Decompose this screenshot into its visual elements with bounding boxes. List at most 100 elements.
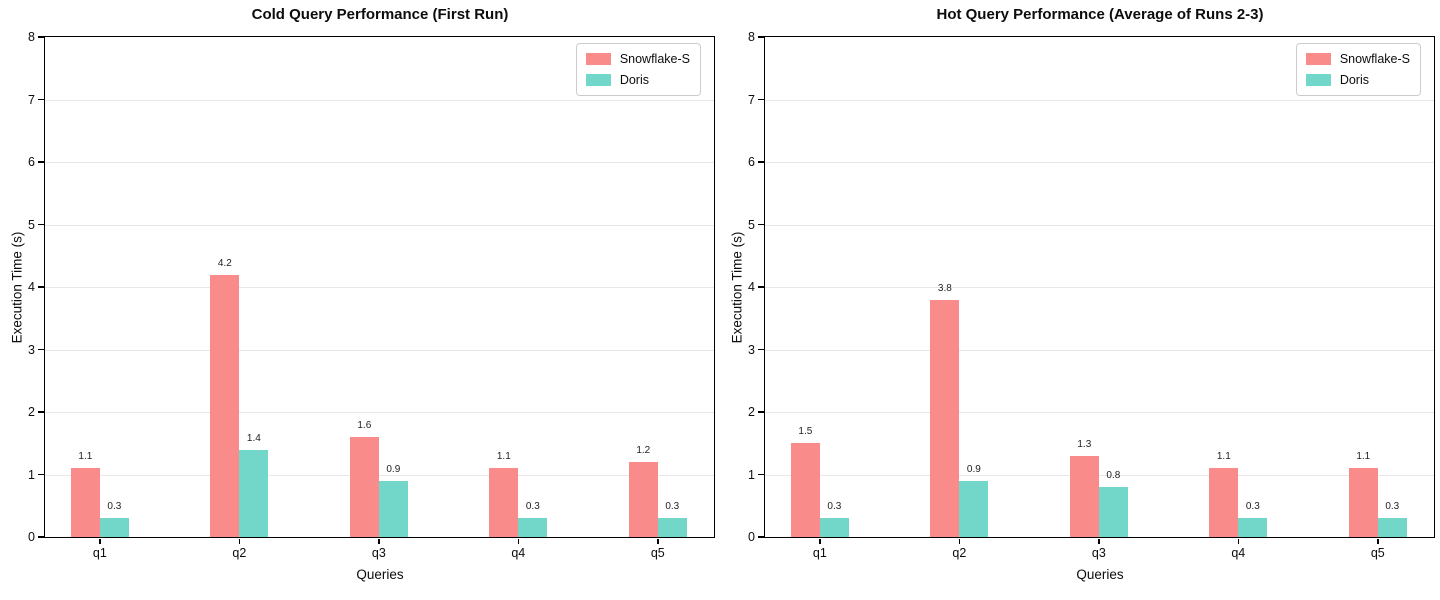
y-tick-label-7: 7 bbox=[748, 92, 755, 107]
y-tick-label-3: 3 bbox=[748, 342, 755, 357]
y-tick-label-5: 5 bbox=[28, 217, 35, 232]
x-tick-label-q1: q1 bbox=[92, 546, 107, 560]
bar-q3-snowflake-s bbox=[349, 437, 379, 537]
legend-swatch-doris bbox=[1305, 74, 1331, 86]
y-tick-mark-0 bbox=[757, 536, 764, 538]
y-tick-mark-0 bbox=[37, 536, 44, 538]
bar-q2-snowflake-s bbox=[210, 274, 240, 537]
bar-value-q2-doris: 1.4 bbox=[246, 432, 261, 444]
y-tick-label-1: 1 bbox=[748, 467, 755, 482]
x-tick-mark-q5 bbox=[1377, 538, 1379, 544]
bar-value-q3-doris: 0.8 bbox=[1106, 470, 1121, 481]
y-tick-label-2: 2 bbox=[28, 405, 35, 419]
y-tick-mark-1 bbox=[757, 473, 764, 476]
legend: Snowflake-S Doris bbox=[1295, 43, 1421, 96]
gridline-y1 bbox=[765, 474, 1434, 476]
y-tick-mark-6 bbox=[37, 161, 44, 163]
gridline-y3 bbox=[45, 349, 714, 351]
legend: Snowflake-S Doris bbox=[575, 43, 701, 96]
y-tick-mark-3 bbox=[757, 348, 764, 351]
x-axis-label: Queries bbox=[1076, 567, 1124, 582]
bar-value-q3-snowflake-s: 1.6 bbox=[357, 420, 372, 431]
y-tick-mark-8 bbox=[37, 36, 44, 38]
bar-q1-doris bbox=[99, 518, 129, 537]
x-tick-label-q4: q4 bbox=[511, 546, 526, 560]
chart-title: Cold Query Performance (First Run) bbox=[251, 6, 509, 23]
bar-q5-doris bbox=[657, 518, 687, 537]
y-tick-label-0: 0 bbox=[748, 530, 755, 544]
x-tick-mark-q1 bbox=[819, 538, 821, 544]
x-tick-label-q3: q3 bbox=[1091, 546, 1106, 560]
x-tick-mark-q4 bbox=[517, 538, 520, 544]
y-tick-label-0: 0 bbox=[28, 530, 35, 544]
x-tick-mark-q2 bbox=[958, 538, 961, 544]
legend-entry-snowflake-s: Snowflake-S bbox=[1305, 52, 1410, 66]
x-tick-mark-q3 bbox=[378, 538, 380, 544]
y-tick-mark-7 bbox=[37, 98, 44, 101]
y-tick-mark-4 bbox=[757, 286, 764, 288]
bar-value-q2-doris: 0.9 bbox=[966, 463, 981, 475]
x-tick-label-q5: q5 bbox=[650, 546, 665, 560]
x-tick-mark-q4 bbox=[1237, 538, 1240, 544]
plot-area: 0 1 2 3 4 5 6 7 8 1.5 0.3 q1 3.8 0.9 q2 1.3 0.8 q3 1.1 0.3 q… bbox=[748, 30, 1435, 560]
y-tick-label-8: 8 bbox=[28, 30, 35, 44]
y-tick-label-7: 7 bbox=[28, 92, 35, 107]
bar-value-q1-snowflake-s: 1.5 bbox=[798, 426, 813, 438]
y-tick-mark-5 bbox=[757, 223, 764, 226]
x-tick-label-q5: q5 bbox=[1370, 546, 1385, 560]
legend-swatch-snowflake-s bbox=[1305, 53, 1331, 65]
bar-q1-snowflake-s bbox=[70, 468, 100, 537]
gridline-y7 bbox=[45, 99, 714, 101]
x-axis-label: Queries bbox=[356, 567, 404, 582]
y-tick-label-6: 6 bbox=[748, 155, 755, 169]
legend-entry-doris: Doris bbox=[585, 73, 690, 87]
bar-value-q3-doris: 0.9 bbox=[386, 463, 401, 475]
bar-q1-doris bbox=[819, 518, 849, 537]
y-tick-mark-5 bbox=[37, 223, 44, 226]
y-tick-mark-8 bbox=[757, 36, 764, 38]
gridline-y5 bbox=[765, 224, 1434, 226]
bar-value-q1-doris: 0.3 bbox=[107, 501, 122, 513]
plot-area: 0 1 2 3 4 5 6 7 8 1.1 0.3 q1 4.2 1.4 q2 1.6 0.9 q3 1.1 0.3 q… bbox=[28, 30, 715, 560]
y-tick-label-1: 1 bbox=[28, 467, 35, 482]
bar-value-q4-snowflake-s: 1.1 bbox=[496, 451, 511, 463]
y-tick-label-6: 6 bbox=[28, 155, 35, 169]
bar-q3-snowflake-s bbox=[1069, 455, 1099, 537]
x-tick-mark-q5 bbox=[657, 538, 659, 544]
bar-q3-doris bbox=[1098, 487, 1128, 537]
chart-panel-hot: Hot Query Performance (Average of Runs 2… bbox=[720, 0, 1440, 600]
bar-q3-doris bbox=[378, 480, 408, 537]
legend-entry-snowflake-s: Snowflake-S bbox=[585, 52, 690, 66]
y-tick-label-8: 8 bbox=[748, 30, 755, 44]
y-tick-mark-4 bbox=[37, 286, 44, 288]
x-tick-mark-q1 bbox=[99, 538, 101, 544]
x-tick-label-q4: q4 bbox=[1231, 546, 1246, 560]
bar-value-q2-snowflake-s: 3.8 bbox=[937, 282, 952, 294]
bar-value-q5-doris: 0.3 bbox=[1385, 501, 1400, 513]
y-tick-label-5: 5 bbox=[748, 217, 755, 232]
y-tick-label-3: 3 bbox=[28, 342, 35, 357]
gridline-y1 bbox=[45, 474, 714, 476]
bar-q5-doris bbox=[1377, 518, 1407, 537]
chart-title: Hot Query Performance (Average of Runs 2… bbox=[936, 6, 1264, 23]
y-tick-mark-2 bbox=[37, 411, 44, 413]
bar-q5-snowflake-s bbox=[1348, 468, 1378, 537]
bar-value-q1-doris: 0.3 bbox=[827, 501, 842, 513]
bar-q4-snowflake-s bbox=[489, 468, 519, 537]
bar-value-q5-snowflake-s: 1.1 bbox=[1356, 451, 1371, 463]
y-tick-mark-3 bbox=[37, 348, 44, 351]
y-tick-label-4: 4 bbox=[748, 280, 755, 294]
bar-value-q2-snowflake-s: 4.2 bbox=[217, 257, 232, 269]
bar-value-q1-snowflake-s: 1.1 bbox=[78, 451, 93, 463]
bar-q2-doris bbox=[959, 480, 989, 537]
x-tick-label-q3: q3 bbox=[371, 546, 386, 560]
bar-q5-snowflake-s bbox=[628, 462, 658, 537]
y-tick-label-2: 2 bbox=[748, 405, 755, 419]
legend-label-snowflake-s: Snowflake-S bbox=[619, 52, 690, 66]
y-tick-mark-6 bbox=[757, 161, 764, 163]
chart-panel-cold: Cold Query Performance (First Run) Execu… bbox=[10, 6, 715, 582]
x-tick-mark-q3 bbox=[1098, 538, 1100, 544]
gridline-y4 bbox=[765, 287, 1434, 288]
x-tick-label-q2: q2 bbox=[232, 546, 247, 560]
